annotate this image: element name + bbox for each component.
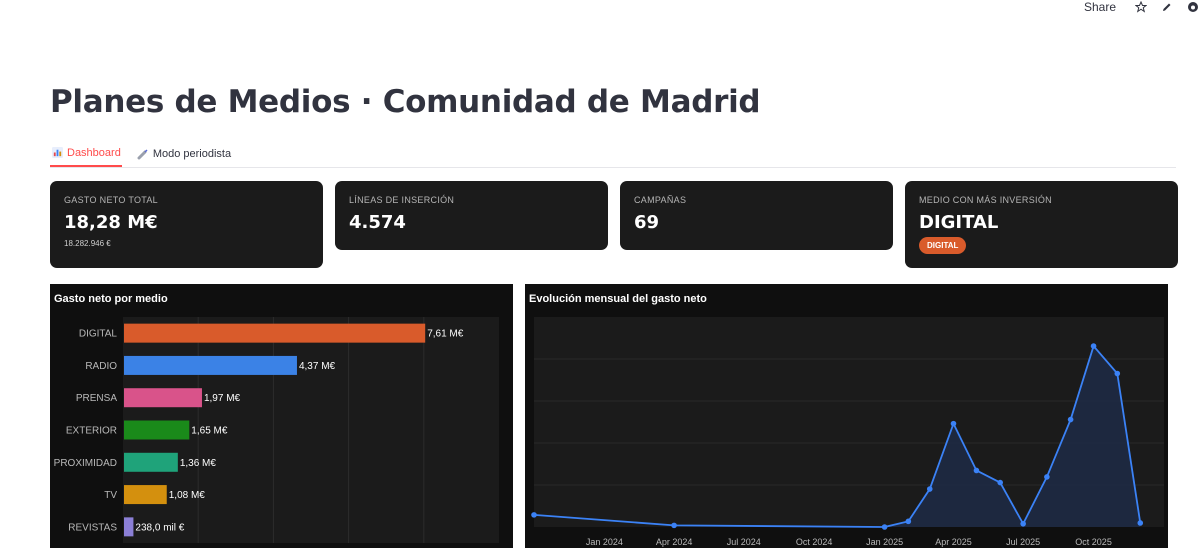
data-label: 1,36 M€ [180,458,217,469]
star-icon[interactable] [1134,0,1148,14]
category-label: DIGITAL [79,329,118,340]
kpi-value: 69 [634,212,660,233]
category-label: RADIO [85,361,117,372]
kpi-card-lineas: LÍNEAS DE INSERCIÓN 4.574 [335,181,608,250]
medium-badge: DIGITAL [919,237,967,254]
series-line [533,344,1142,528]
tab-modo-periodista[interactable]: Modo periodista [136,140,232,167]
category-label: TV [104,490,117,501]
data-point [997,479,1003,486]
x-tick-label: Oct 2025 [1075,537,1112,547]
share-button[interactable]: Share [1083,0,1116,14]
data-label: 1,08 M€ [169,490,206,501]
edit-pencil-icon[interactable] [1160,0,1174,14]
kpi-label: CAMPAÑAS [634,195,687,205]
kpi-card-campanas: CAMPAÑAS 69 [620,181,893,250]
syringe-icon [137,148,149,160]
data-point [531,512,537,518]
category-label: EXTERIOR [66,426,117,437]
data-point [1067,416,1074,423]
tab-dashboard[interactable]: Dashboard [50,140,122,167]
category-label: PRENSA [76,393,117,404]
data-point [950,420,957,427]
app-toolbar: Share [1084,0,1200,14]
x-tick-label: Jan 2024 [586,537,623,547]
data-point [1020,520,1026,527]
data-point [973,467,980,474]
bar [124,517,134,537]
data-label: 1,65 M€ [191,426,228,437]
data-point [926,486,933,492]
bar [124,420,190,440]
bar-chart: DIGITAL 7,61 M€ RADIO 4,37 M€ PRENSA 1,97 M€ E… [54,317,499,543]
x-tick-label: Apr 2024 [656,537,693,547]
bar [124,452,178,472]
data-point [1090,343,1097,349]
page-title: Planes de Medios · Comunidad de Madrid [50,84,761,120]
bar-chart-icon [51,147,63,159]
kpi-subvalue: 18.282.946 € [64,239,111,248]
tab-bar: Dashboard Modo periodista [50,140,1176,168]
x-tick-label: Apr 2025 [935,537,972,547]
kpi-value: 4.574 [349,212,406,233]
tab-dashboard-label: Dashboard [67,146,121,159]
kpi-card-medio-top: MEDIO CON MÁS INVERSIÓN DIGITAL DIGITAL [905,181,1178,268]
tab-modo-periodista-label: Modo periodista [152,147,232,160]
bar [124,388,202,408]
bar [124,355,297,375]
data-label: 4,37 M€ [299,361,336,372]
kpi-label: MEDIO CON MÁS INVERSIÓN [919,195,1052,205]
chart-panel-gasto-por-medio: Gasto neto por medio DIGITAL 7,61 M€ RADIO… [50,284,513,548]
chart-title: Evolución mensual del gasto neto [529,293,707,305]
kpi-card-gasto-neto: GASTO NETO TOTAL 18,28 M€ 18.282.946 € [50,181,323,268]
kpi-value: 18,28 M€ [64,212,158,233]
area-fill [884,346,1141,527]
data-point [881,524,888,530]
bar [124,485,167,505]
data-label: 1,97 M€ [204,393,241,404]
data-label: 238,0 mil € [135,522,184,533]
data-point [1114,370,1121,377]
x-tick-label: Oct 2024 [796,537,833,547]
category-label: PROXIMIDAD [54,458,117,469]
kpi-label: GASTO NETO TOTAL [64,195,158,205]
kpi-value: DIGITAL [919,212,999,233]
x-tick-label: Jul 2024 [727,537,761,547]
kpi-row: GASTO NETO TOTAL 18,28 M€ 18.282.946 € L… [50,181,1178,268]
kpi-label: LÍNEAS DE INSERCIÓN [349,195,455,205]
data-point [905,518,912,525]
x-tick-label: Jan 2025 [866,537,903,547]
chart-panel-evolucion-mensual: Evolución mensual del gasto neto Jan 202… [525,284,1168,548]
x-tick-label: Jul 2025 [1006,537,1040,547]
chart-title: Gasto neto por medio [54,293,168,305]
github-icon[interactable] [1186,0,1200,14]
data-point [671,522,677,529]
data-point [1044,474,1050,480]
data-point [1137,520,1144,526]
category-label: REVISTAS [68,522,117,533]
bar [124,323,426,343]
area-chart: Jan 2024 Apr 2024 Jul 2024 Oct 2024 Jan 2025… [531,317,1164,547]
data-label: 7,61 M€ [427,329,464,340]
